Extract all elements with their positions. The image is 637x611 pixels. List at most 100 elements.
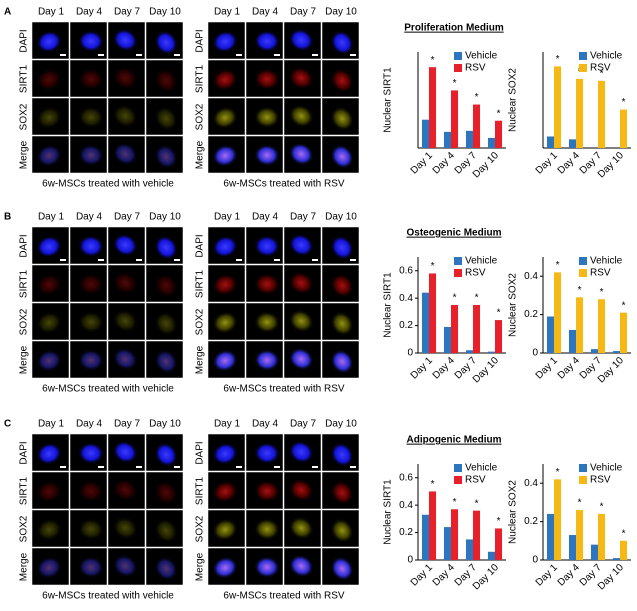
cell-nucleus [112,233,138,257]
bar [568,535,576,560]
scale-bar [136,54,142,56]
significance-mark: * [556,260,560,271]
significance-mark: * [600,68,604,79]
cell-nucleus [36,30,62,53]
cell-nucleus [78,311,104,334]
row-label: Merge [195,140,206,169]
cell-nucleus [36,235,62,258]
cell-nucleus [330,311,354,337]
legend-swatch [454,64,462,72]
significance-mark: * [453,497,457,508]
bar [598,80,606,148]
significance-mark: * [475,293,479,304]
row-label: DAPI [19,441,30,464]
significance-mark: * [453,293,457,304]
bar [546,136,554,148]
scale-bar [350,466,356,468]
y-tick-label: 0 [532,555,538,566]
column-header: Day 10 [325,7,357,18]
bar [495,528,503,560]
cell-nucleus [254,106,280,129]
legend-label: RSV [590,63,611,74]
bar [554,272,562,353]
cell-nucleus [36,480,62,503]
cell-nucleus [288,516,314,540]
cell-nucleus [78,144,104,167]
cell-nucleus [212,556,238,579]
bar [487,351,495,353]
x-tick-label: Day 4 [431,562,458,589]
medium-title: Proliferation Medium [404,23,504,34]
column-header: Day 7 [114,212,141,223]
scale-bar [274,259,280,261]
cell-nucleus [36,518,62,541]
column-header: Day 1 [38,212,65,223]
cell-nucleus [288,66,314,90]
bar [451,90,459,148]
cell-nucleus [288,28,314,52]
cell-nucleus [212,273,238,296]
legend-swatch [579,257,587,265]
cell-nucleus [78,518,104,541]
row-label: DAPI [195,29,206,52]
row-label: SOX2 [195,103,206,130]
cell-nucleus [78,30,104,53]
cell-nucleus [112,478,138,502]
bar [443,131,451,148]
cell-nucleus [330,273,354,299]
row-label: SOX2 [19,515,30,542]
bar [612,351,620,353]
cell-nucleus [330,556,354,582]
cell-nucleus [288,554,314,578]
legend-label: RSV [465,268,486,279]
y-axis-label: Nuclear SOX2 [508,480,519,544]
cell-nucleus [78,235,104,258]
column-header: Day 1 [38,7,65,18]
row-label: Merge [19,140,30,169]
grid-caption: 6w-MSCs treated with RSV [223,384,344,395]
cell-nucleus [78,68,104,91]
column-header: Day 7 [290,7,317,18]
bar [443,326,451,353]
bar [590,349,598,353]
significance-mark: * [431,55,435,66]
cell-nucleus [330,144,354,170]
scale-bar [60,466,66,468]
bar [473,104,481,148]
bar [451,509,459,560]
bar [465,539,473,560]
bar [576,78,584,148]
legend-label: Vehicle [465,463,498,474]
x-tick-label: Day 4 [431,355,458,382]
cell-nucleus [36,442,62,465]
bar [487,551,495,560]
cell-nucleus [112,104,138,128]
bar [546,316,554,353]
significance-mark: * [497,108,501,119]
x-tick-label: Day 1 [534,355,561,382]
cell-nucleus [78,106,104,129]
significance-mark: * [622,300,626,311]
cell-nucleus [154,273,178,299]
column-header: Day 1 [214,7,241,18]
scale-bar [312,466,318,468]
scale-bar [98,259,104,261]
x-tick-label: Day 4 [556,562,583,589]
scale-bar [98,54,104,56]
cell-nucleus [154,442,178,468]
y-tick-label: 0.6 [399,472,413,483]
column-header: Day 10 [325,212,357,223]
row-label: SOX2 [195,308,206,335]
bar [576,297,584,353]
row-label: SOX2 [19,103,30,130]
cell-nucleus [112,309,138,333]
legend-label: RSV [465,63,486,74]
scale-bar [136,466,142,468]
column-header: Day 4 [76,419,103,430]
legend-label: Vehicle [590,256,623,267]
cell-nucleus [212,518,238,541]
cell-nucleus [112,516,138,540]
cell-nucleus [112,440,138,464]
column-header: Day 10 [149,419,181,430]
x-tick-label: Day 1 [534,562,561,589]
